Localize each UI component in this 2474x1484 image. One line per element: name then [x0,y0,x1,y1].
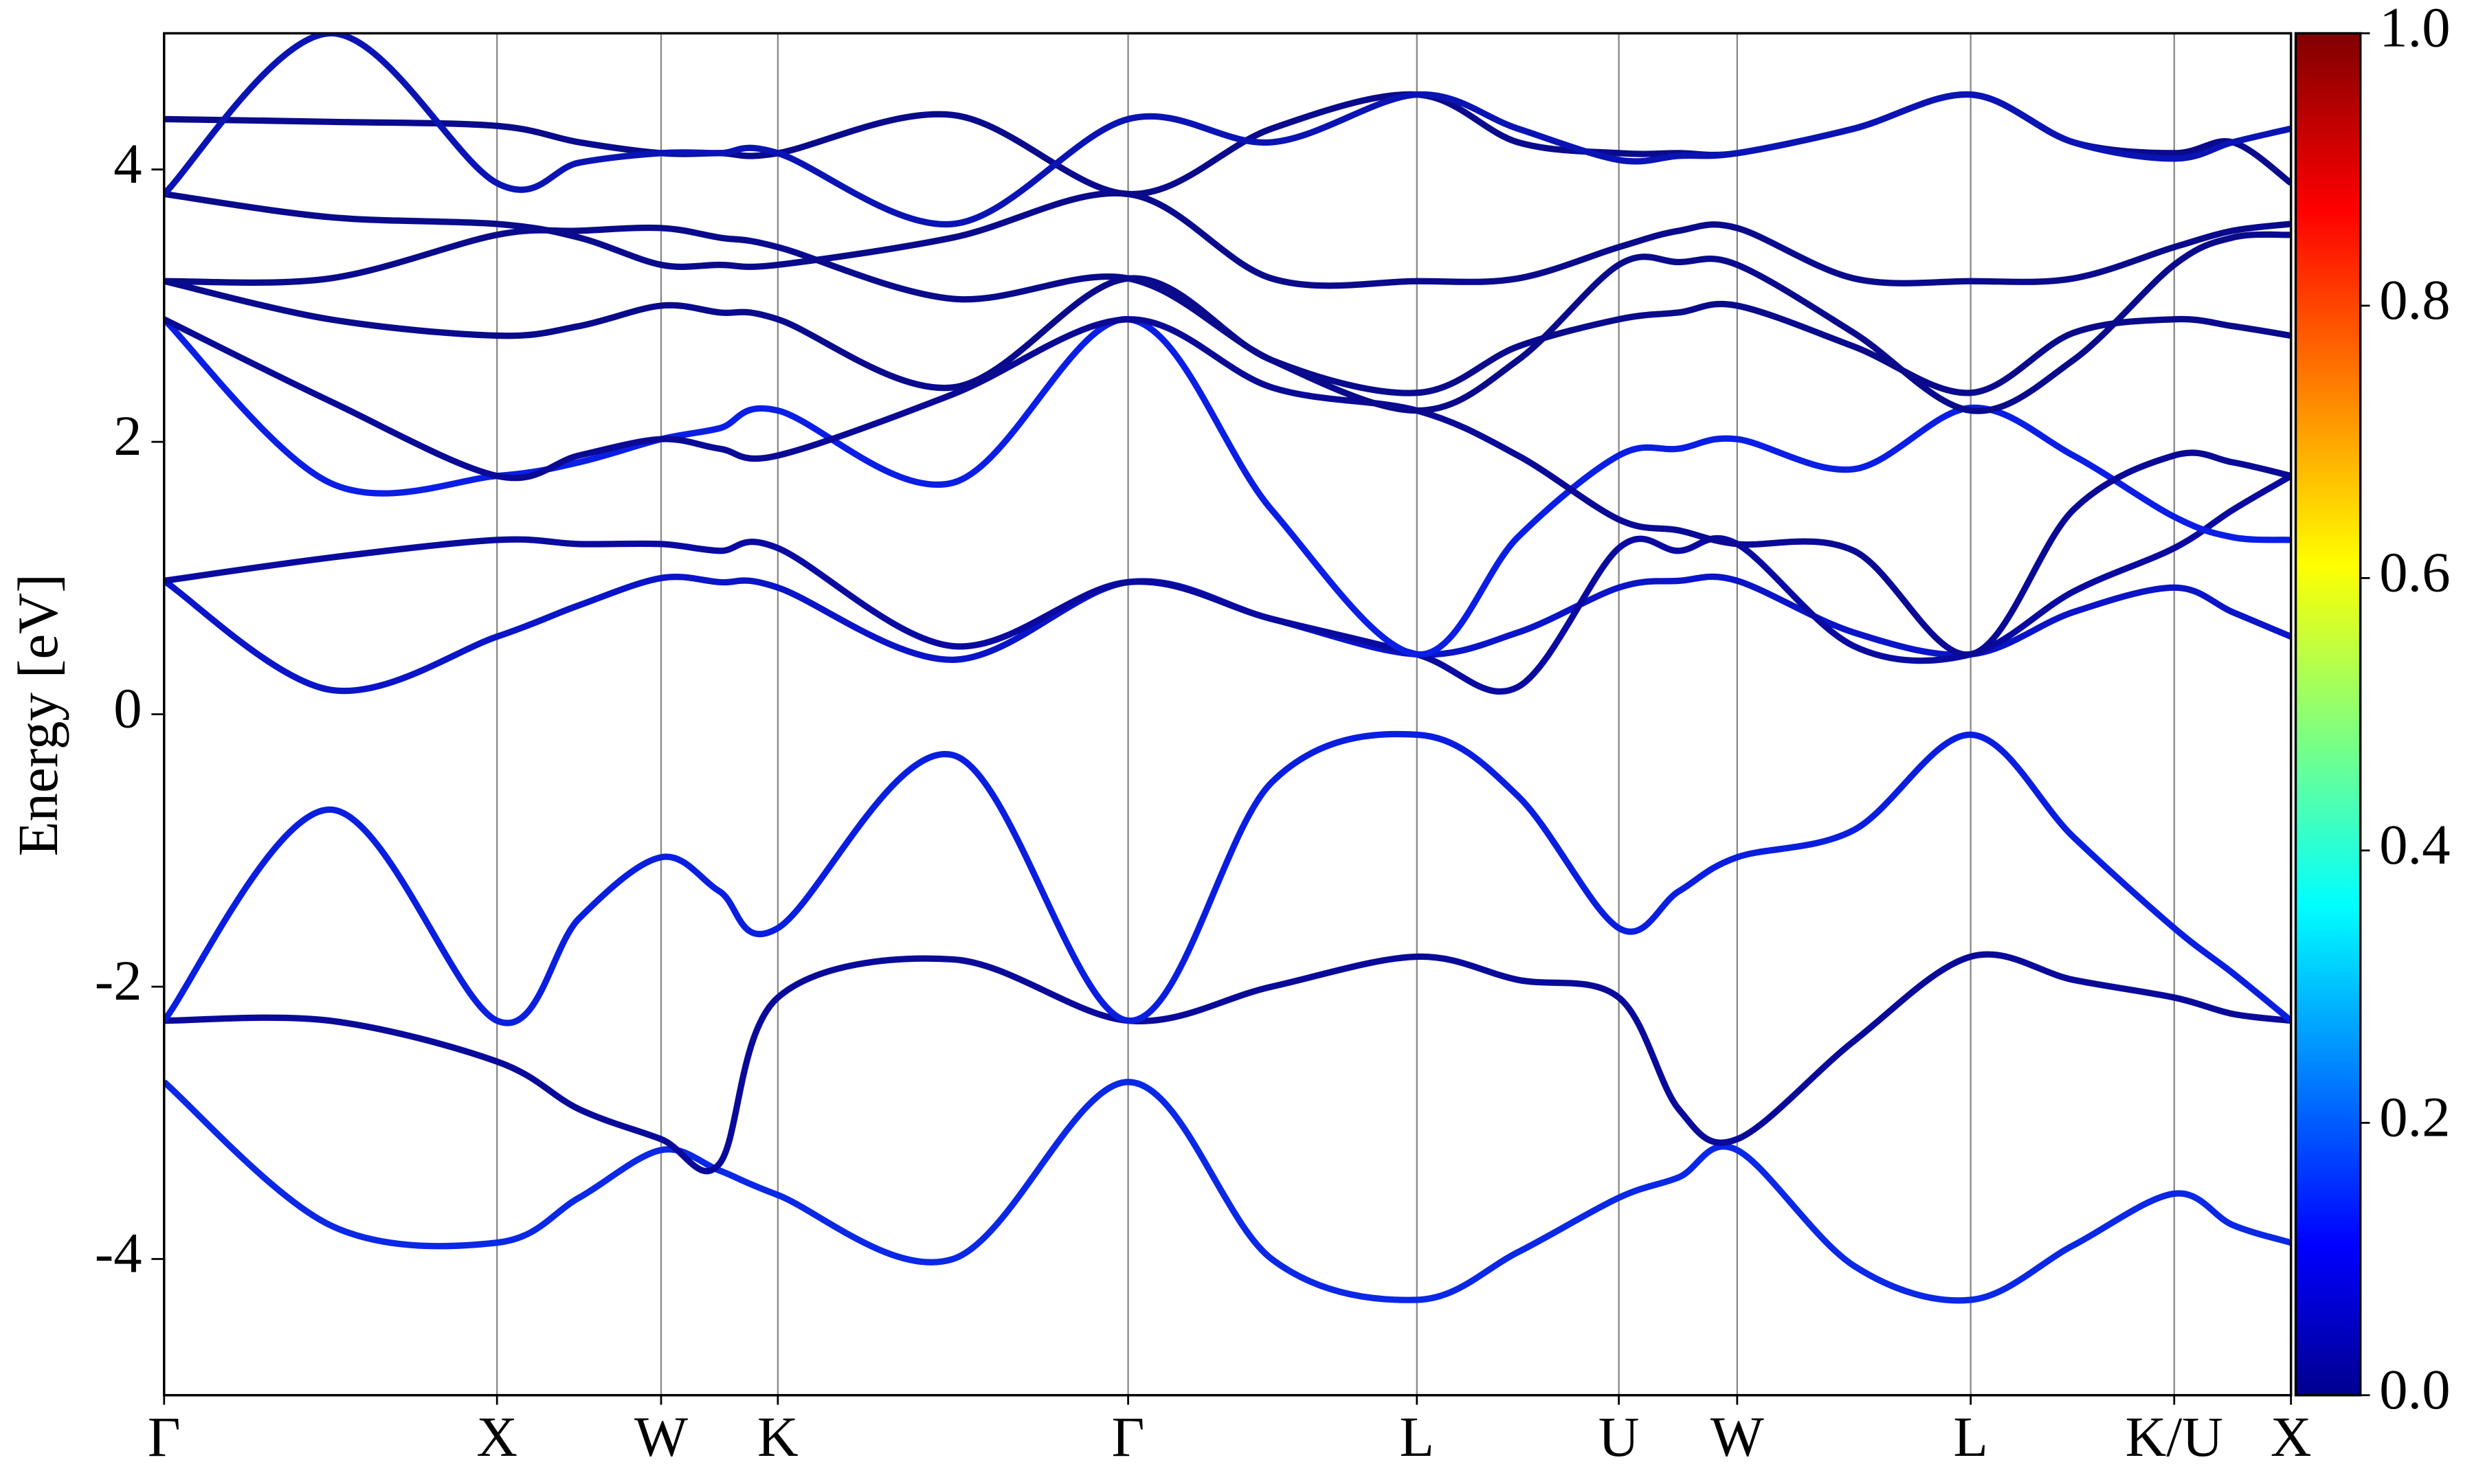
band-line [164,190,2291,289]
y-tick-label: 4 [113,132,142,195]
x-tick-label: Γ [148,1405,181,1468]
y-tick-label: -4 [95,1221,142,1284]
plot-area [164,33,2291,1395]
band-line [164,275,2291,396]
x-tick-label: W [634,1405,689,1468]
y-tick-label: 2 [113,404,142,467]
band-line [164,91,2291,197]
colorbar-tick-label: 0.8 [2379,268,2450,331]
colorbar [2294,32,2362,1397]
band-line [164,730,2291,1026]
band-line [164,473,2291,695]
band-line [164,33,2291,228]
band-line [164,951,2291,1175]
y-tick-label: -2 [95,949,142,1012]
y-axis-label: Energy [eV] [6,574,69,856]
colorbar-tick-label: 0.6 [2379,540,2450,603]
x-tick-label: L [1399,1405,1434,1468]
x-tick-label: K [757,1405,799,1468]
band-line [164,1079,2291,1304]
colorbar-tick-label: 0.2 [2379,1085,2450,1148]
colorbar-tick-label: 0.4 [2379,813,2450,876]
x-tick-label: U [1598,1405,1640,1468]
x-tick-label: Γ [1112,1405,1145,1468]
colorbar-tick-label: 0.0 [2379,1358,2450,1421]
x-tick-label: L [1953,1405,1987,1468]
x-tick-label: X [476,1405,517,1468]
colorbar-tick-label: 1.0 [2379,0,2450,59]
x-tick-label: W [1710,1405,1765,1468]
band-line [164,316,2291,658]
band-line [164,224,2291,414]
band-line [164,573,2291,695]
x-tick-label: X [2271,1405,2312,1468]
y-tick-label: 0 [113,676,142,739]
x-tick-label: K/U [2126,1405,2223,1468]
